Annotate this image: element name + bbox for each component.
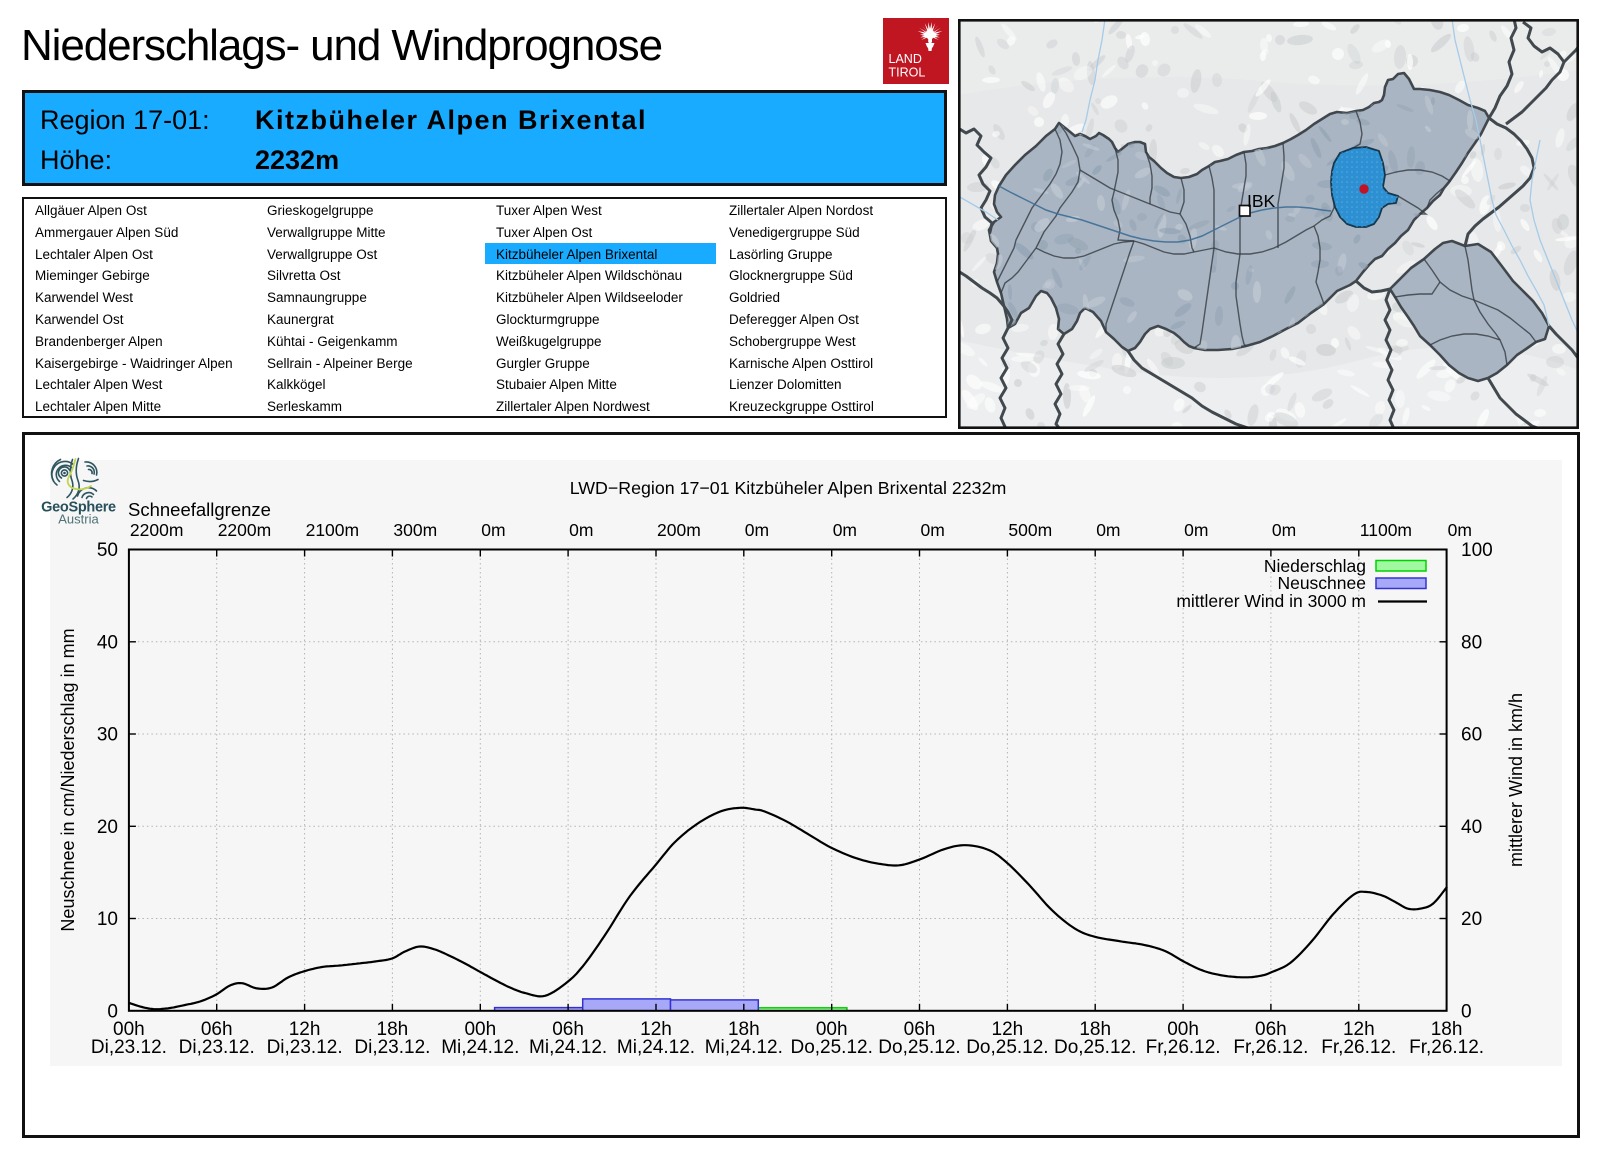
svg-text:30: 30 [97,725,118,746]
svg-text:Do,25.12.: Do,25.12. [790,1037,872,1058]
svg-text:18h: 18h [377,1019,409,1040]
svg-text:Niederschlag: Niederschlag [1264,556,1366,576]
svg-text:06h: 06h [904,1019,936,1040]
svg-text:2200m: 2200m [130,520,184,540]
svg-text:0m: 0m [569,520,593,540]
svg-text:06h: 06h [1255,1019,1287,1040]
svg-text:200m: 200m [657,520,701,540]
svg-text:0m: 0m [833,520,857,540]
svg-text:12h: 12h [289,1019,321,1040]
svg-text:300m: 300m [393,520,437,540]
svg-text:Di,23.12.: Di,23.12. [267,1037,343,1058]
svg-text:00h: 00h [113,1019,145,1040]
svg-text:0: 0 [107,1001,118,1022]
svg-text:06h: 06h [201,1019,233,1040]
svg-text:Mi,24.12.: Mi,24.12. [705,1037,783,1058]
svg-text:100: 100 [1461,540,1493,561]
svg-text:LAND: LAND [889,52,922,66]
svg-text:18h: 18h [728,1019,760,1040]
svg-text:Di,23.12.: Di,23.12. [354,1037,430,1058]
svg-text:80: 80 [1461,632,1482,653]
svg-text:IBK: IBK [1247,191,1276,211]
svg-text:2200m: 2200m [218,520,272,540]
svg-text:Do,25.12.: Do,25.12. [1054,1037,1136,1058]
svg-text:20: 20 [1461,909,1482,930]
svg-text:0m: 0m [1096,520,1120,540]
svg-text:Di,23.12.: Di,23.12. [91,1037,167,1058]
svg-text:10: 10 [97,909,118,930]
svg-text:Di,23.12.: Di,23.12. [179,1037,255,1058]
svg-text:Mi,24.12.: Mi,24.12. [441,1037,519,1058]
svg-text:0m: 0m [481,520,505,540]
svg-text:12h: 12h [1343,1019,1375,1040]
svg-text:Do,25.12.: Do,25.12. [966,1037,1048,1058]
svg-text:Neuschnee: Neuschnee [1277,573,1366,593]
svg-text:0m: 0m [1184,520,1208,540]
svg-text:00h: 00h [816,1019,848,1040]
svg-text:50: 50 [97,540,118,561]
svg-text:0m: 0m [1272,520,1296,540]
svg-text:1100m: 1100m [1360,520,1412,540]
svg-text:06h: 06h [552,1019,584,1040]
svg-text:12h: 12h [640,1019,672,1040]
svg-text:500m: 500m [1008,520,1052,540]
svg-text:Fr,26.12.: Fr,26.12. [1321,1037,1396,1058]
svg-text:2100m: 2100m [306,520,360,540]
svg-text:0: 0 [1461,1001,1472,1022]
svg-text:0m: 0m [921,520,945,540]
svg-text:40: 40 [97,632,118,653]
svg-text:18h: 18h [1079,1019,1111,1040]
svg-text:mittlerer Wind in km/h: mittlerer Wind in km/h [1506,693,1526,867]
svg-text:12h: 12h [992,1019,1024,1040]
svg-text:Schneefallgrenze: Schneefallgrenze [128,499,271,520]
svg-text:0m: 0m [745,520,769,540]
svg-text:40: 40 [1461,817,1482,838]
svg-text:Do,25.12.: Do,25.12. [878,1037,960,1058]
svg-text:00h: 00h [1167,1019,1199,1040]
svg-text:Fr,26.12.: Fr,26.12. [1233,1037,1308,1058]
svg-text:Mi,24.12.: Mi,24.12. [529,1037,607,1058]
svg-text:GeoSphere: GeoSphere [41,500,116,516]
svg-text:60: 60 [1461,725,1482,746]
svg-text:20: 20 [97,817,118,838]
svg-text:18h: 18h [1431,1019,1463,1040]
svg-text:Neuschnee in cm/Niederschlag i: Neuschnee in cm/Niederschlag in mm [58,628,78,931]
svg-text:Fr,26.12.: Fr,26.12. [1409,1037,1484,1058]
svg-text:TIROL: TIROL [889,66,926,80]
svg-text:Austria: Austria [58,512,99,527]
svg-text:mittlerer Wind in 3000 m: mittlerer Wind in 3000 m [1176,591,1366,611]
svg-text:Mi,24.12.: Mi,24.12. [617,1037,695,1058]
svg-text:0m: 0m [1448,520,1472,540]
svg-text:Fr,26.12.: Fr,26.12. [1146,1037,1221,1058]
svg-text:LWD−Region 17−01 Kitzbüheler A: LWD−Region 17−01 Kitzbüheler Alpen Brixe… [570,478,1007,498]
svg-text:00h: 00h [464,1019,496,1040]
